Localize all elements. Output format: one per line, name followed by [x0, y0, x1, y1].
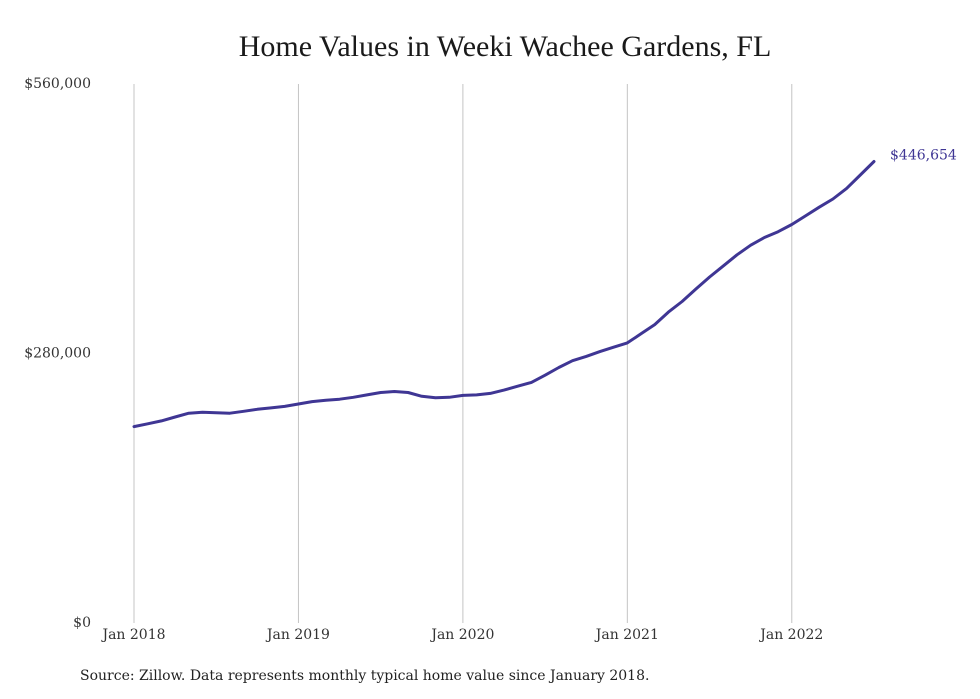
x-tick-label: Jan 2019: [265, 627, 330, 643]
x-tick-label: Jan 2018: [100, 627, 165, 643]
y-tick-label: $280,000: [24, 346, 91, 362]
x-tick-label: Jan 2020: [429, 627, 494, 643]
series-line: [132, 160, 876, 429]
y-tick-label: $560,000: [24, 76, 91, 92]
chart-title: Home Values in Weeki Wachee Gardens, FL: [238, 30, 772, 63]
source-note: Source: Zillow. Data represents monthly …: [80, 668, 650, 684]
x-tick-label: Jan 2021: [594, 627, 659, 643]
end-value-label: $446,654: [890, 147, 957, 163]
y-tick-label: $0: [73, 615, 91, 631]
x-tick-label: Jan 2022: [758, 627, 823, 643]
